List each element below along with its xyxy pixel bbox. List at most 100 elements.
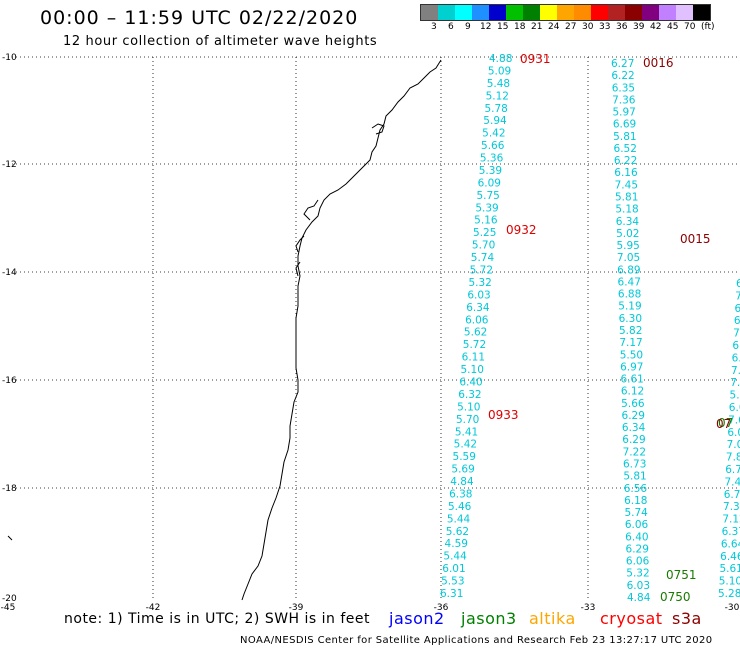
coastline [241, 59, 442, 601]
wave-height-value: 5.16 [474, 215, 498, 227]
wave-height-value: 6.03 [467, 289, 490, 301]
wave-height-value: 5.74 [730, 390, 740, 402]
legend-swatch [438, 5, 455, 20]
wave-height-value: 4.88 [489, 53, 512, 65]
wave-height-value: 5.70 [456, 414, 479, 426]
wave-height-value: 7.60 [728, 414, 740, 426]
legend-labels: 3 6 9 12 15 18 21 24 27 30 33 36 39 42 45 70 (ft) [420, 21, 715, 35]
legend-label: 70 [684, 22, 696, 32]
legend-label: 36 [616, 22, 628, 32]
pass-time-label: 07 [718, 416, 733, 430]
wave-height-value: 5.69 [451, 464, 474, 476]
legend-swatch [608, 5, 625, 20]
wave-height-value: 5.46 [448, 501, 472, 513]
lat-tick-label: -14 [2, 268, 17, 278]
pass-time-label: 0931 [520, 52, 551, 66]
wave-height-value: 5.82 [619, 325, 642, 337]
wave-height-value: 6.32 [458, 389, 481, 401]
wave-height-value: 6.34 [616, 216, 640, 228]
legend-label: 27 [565, 22, 577, 32]
footer-credit: NOAA/NESDIS Center for Satellite Applica… [240, 635, 713, 646]
wave-height-value: 5.44 [447, 513, 471, 525]
lon-tick-label: -30 [725, 603, 740, 613]
wave-height-value: 5.53 [441, 576, 464, 588]
wave-height-value: 5.10 [719, 576, 740, 588]
wave-height-value: 5.66 [621, 398, 645, 410]
wave-height-value: 5.25 [473, 227, 496, 239]
wave-height-value: 6.29 [626, 543, 649, 555]
wave-height-value: 5.78 [484, 103, 507, 115]
wave-height-value: 6.77 [724, 489, 740, 501]
wave-height-value: 6.06 [727, 427, 740, 439]
wave-height-value: 5.39 [475, 202, 498, 214]
legend-swatch [472, 5, 489, 20]
pass-time-label: 0750 [660, 590, 691, 604]
legend-label: 45 [667, 22, 679, 32]
wave-height-value: 6.88 [618, 289, 641, 301]
wave-height-value: 5.62 [446, 526, 469, 538]
lat-tick-label: -16 [2, 376, 17, 386]
wave-height-value: 5.18 [615, 204, 638, 216]
wave-height-value: 5.19 [618, 301, 641, 313]
legend-swatch [506, 5, 523, 20]
wave-height-value: 6.04 [729, 402, 740, 414]
map-subtitle: 12 hour collection of altimeter wave hei… [63, 34, 378, 49]
wave-height-value: 5.59 [453, 451, 476, 463]
wave-height-value: 5.36 [480, 153, 504, 165]
lon-tick-label: -39 [289, 603, 304, 613]
wave-height-value: 5.72 [463, 339, 486, 351]
wave-height-value: 5.42 [454, 439, 477, 451]
wave-height-value: 5.75 [476, 190, 499, 202]
wave-height-value: 6.01 [442, 563, 465, 575]
legend-swatch [455, 5, 472, 20]
wave-height-value: 5.81 [613, 131, 636, 143]
wave-height-value: 7.66 [730, 377, 740, 389]
wave-height-value: 6.40 [459, 376, 482, 388]
mission-label: cryosat [600, 609, 663, 628]
legend-color-bar [420, 4, 711, 21]
lon-tick-label: -42 [146, 603, 161, 613]
wave-height-value: 5.10 [461, 364, 484, 376]
legend-swatch [523, 5, 540, 20]
wave-height-value: 6.06 [626, 556, 650, 568]
wave-height-value: 6.30 [732, 340, 740, 352]
lat-tick-label: -18 [2, 484, 17, 494]
legend-swatch [557, 5, 574, 20]
legend-swatch [421, 5, 438, 20]
lon-tick-label: -36 [434, 603, 449, 613]
wave-height-value: 5.70 [472, 240, 495, 252]
wave-height-value: 6.35 [612, 82, 635, 94]
mission-label: altika [529, 609, 576, 628]
wave-height-value: 5.94 [483, 115, 507, 127]
wave-height-value: 5.50 [620, 349, 643, 361]
wave-height-value: 7.17 [619, 337, 642, 349]
wave-height-value: 5.48 [487, 78, 510, 90]
legend-swatch [676, 5, 693, 20]
lat-tick-label: -20 [2, 594, 17, 604]
wave-height-value: 7.03 [727, 439, 740, 451]
legend-swatch [489, 5, 506, 20]
wave-height-value: 6.22 [611, 70, 634, 82]
wave-height-value: 7.12 [722, 514, 740, 526]
wave-height-value: 5.42 [482, 128, 505, 140]
wave-height-value: 6.89 [617, 264, 640, 276]
wave-height-value: 6.64 [721, 538, 740, 550]
wave-height-value: 6.46 [720, 551, 740, 563]
wave-height-value: 6.38 [449, 488, 472, 500]
wave-height-value: 6.34 [466, 302, 490, 314]
wave-height-value: 5.10 [457, 401, 480, 413]
legend-label: 21 [531, 22, 543, 32]
wave-height-value: 5.02 [616, 228, 639, 240]
legend-label: 42 [650, 22, 662, 32]
mission-label: s3a [672, 609, 702, 628]
mission-label: jason3 [461, 609, 517, 628]
wave-height-value: 6.37 [722, 526, 740, 538]
wave-height-value: 6.95 [732, 352, 740, 364]
legend-swatch [540, 5, 557, 20]
wave-height-value: 7.36 [612, 94, 636, 106]
wave-height-value: 6.8 [734, 315, 740, 327]
legend-label: 6 [448, 22, 454, 32]
wave-height-value: 5.32 [626, 568, 649, 580]
legend-label: (ft) [701, 22, 715, 32]
